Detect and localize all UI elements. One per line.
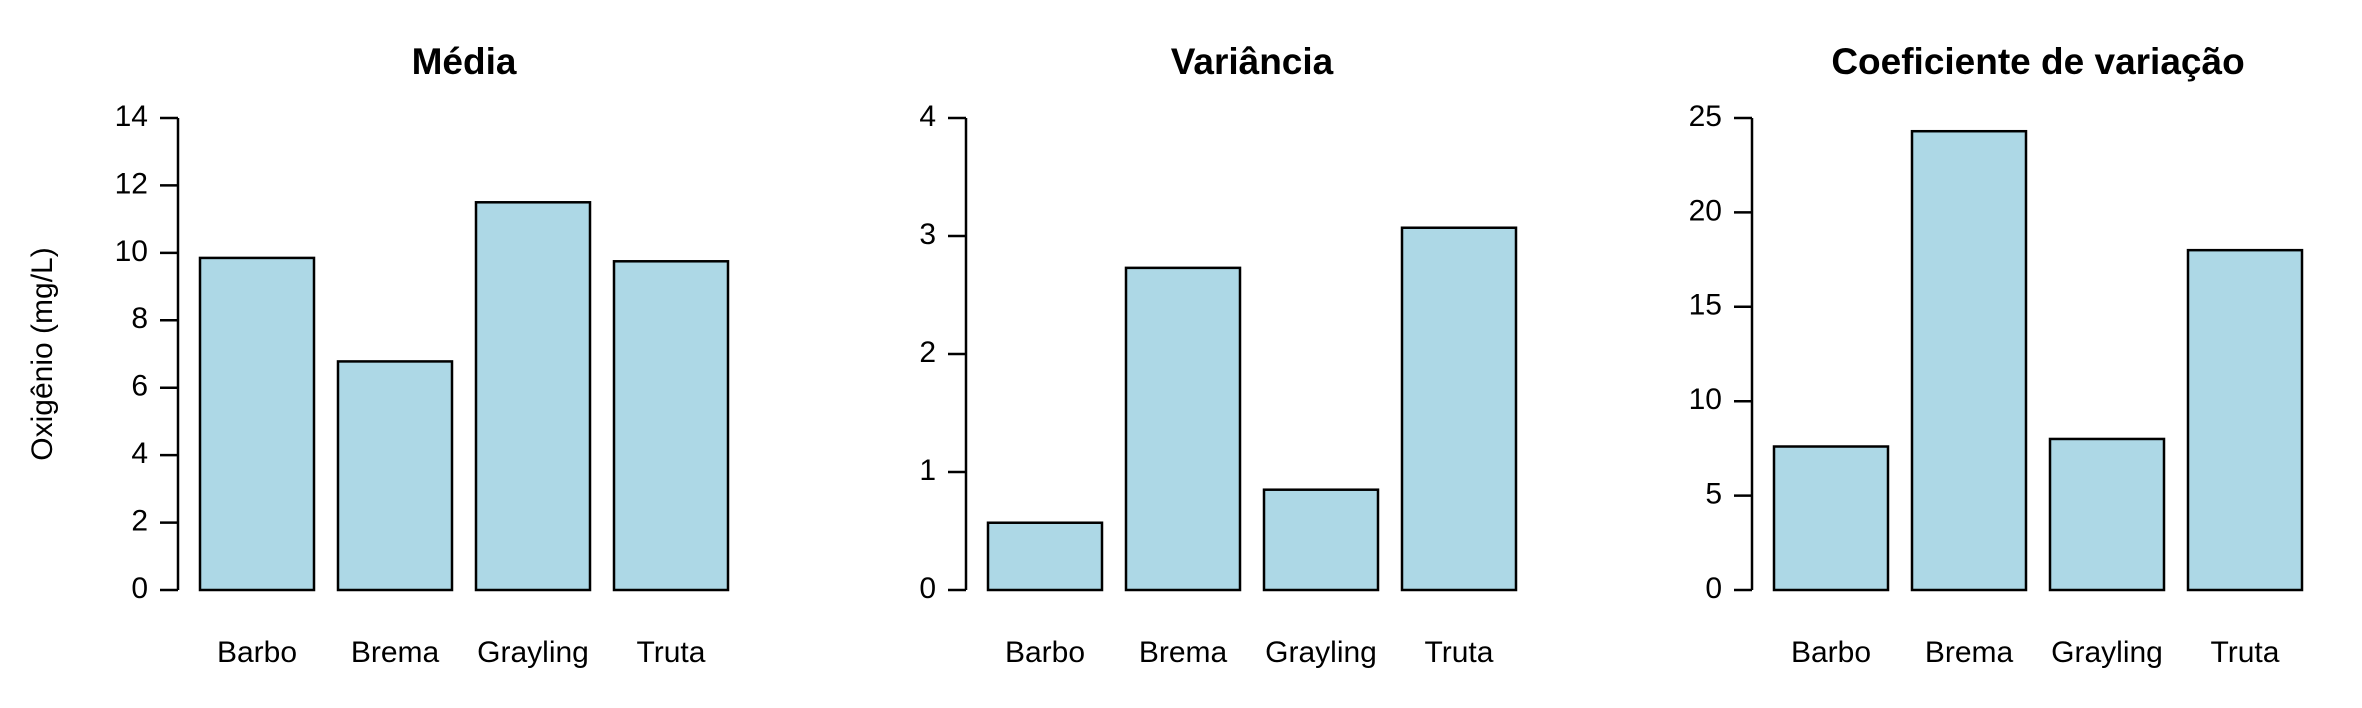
panel-media: Média Oxigênio (mg/L) 0 2 4 6 8 10 12 14 Barbo Br…	[26, 41, 730, 669]
x-category-label: Barbo	[1005, 636, 1085, 669]
bar-brema	[336, 360, 454, 592]
y-tick-label: 1	[919, 454, 936, 487]
y-tick-label: 8	[131, 302, 148, 335]
bar-grayling	[1262, 488, 1380, 592]
y-tick-label: 12	[115, 167, 148, 200]
y-tick-label: 6	[131, 370, 148, 403]
x-category-label: Brema	[351, 636, 440, 669]
y-axis-title: Oxigênio (mg/L)	[26, 247, 59, 460]
y-tick-label: 2	[131, 504, 148, 537]
y-tick-label: 0	[919, 572, 936, 605]
panel-variancia: Variância 0 1 2 3 4 Barbo Brema Grayling Truta	[919, 41, 1518, 669]
y-tick-label: 10	[115, 235, 148, 268]
x-category-label: Grayling	[1265, 636, 1377, 669]
y-tick-label: 15	[1689, 289, 1722, 322]
bar-barbo	[986, 521, 1104, 592]
panel-title: Coeficiente de variação	[1831, 41, 2244, 82]
y-tick-label: 14	[115, 100, 148, 133]
y-tick-label: 5	[1705, 478, 1722, 511]
y-tick-label: 2	[919, 336, 936, 369]
x-category-label: Truta	[1425, 636, 1494, 669]
y-tick-label: 4	[131, 437, 148, 470]
y-tick-label: 20	[1689, 194, 1722, 227]
x-category-label: Truta	[637, 636, 706, 669]
bar-barbo	[198, 256, 316, 592]
x-category-label: Barbo	[1791, 636, 1871, 669]
panel-title: Variância	[1171, 41, 1334, 82]
x-category-label: Brema	[1139, 636, 1228, 669]
bar-brema	[1124, 266, 1242, 592]
panel-coeficiente-de-variacao: Coeficiente de variação 0 5 10 15 20 25 Barbo B…	[1689, 41, 2304, 669]
x-category-label: Brema	[1925, 636, 2014, 669]
bars-group: 0 2 4 6 8 10 12 14 Barbo Brema Grayling Truta	[115, 100, 730, 669]
bar-grayling	[474, 201, 592, 592]
y-tick-label: 0	[131, 572, 148, 605]
bar-truta	[612, 260, 730, 592]
y-tick-label: 4	[919, 100, 936, 133]
bar-truta	[1400, 226, 1518, 592]
bars-group: 0 5 10 15 20 25 Barbo Brema Grayling Truta	[1689, 100, 2304, 669]
y-tick-label: 3	[919, 218, 936, 251]
y-tick-label: 0	[1705, 572, 1722, 605]
bar-brema	[1910, 129, 2028, 592]
panel-title: Média	[412, 41, 517, 82]
bar-grayling	[2048, 437, 2166, 592]
y-tick-label: 10	[1689, 383, 1722, 416]
x-category-label: Barbo	[217, 636, 297, 669]
bar-barbo	[1772, 445, 1890, 592]
x-category-label: Grayling	[2051, 636, 2163, 669]
bar-truta	[2186, 248, 2304, 592]
bars-group: 0 1 2 3 4 Barbo Brema Grayling Truta	[919, 100, 1518, 669]
x-category-label: Grayling	[477, 636, 589, 669]
x-category-label: Truta	[2211, 636, 2280, 669]
y-tick-label: 25	[1689, 100, 1722, 133]
